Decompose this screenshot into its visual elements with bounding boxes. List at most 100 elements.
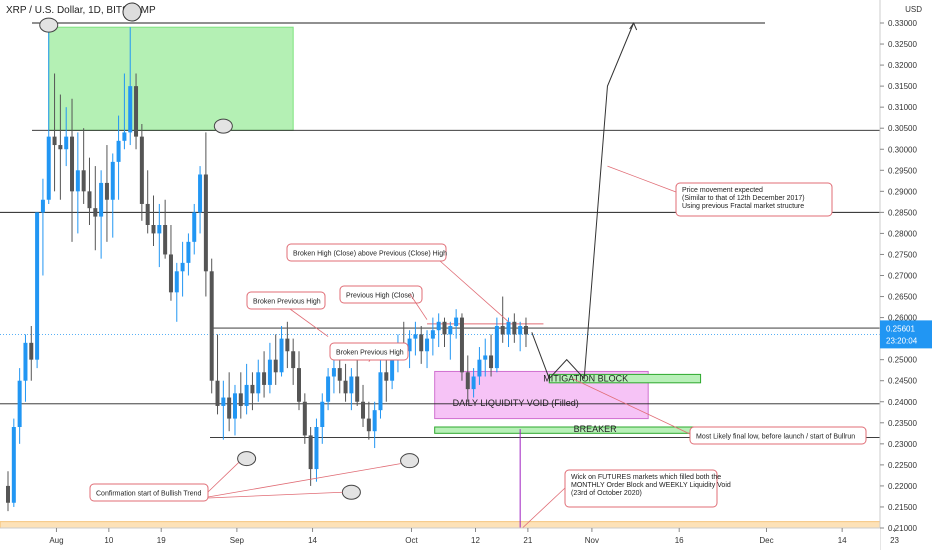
candle-body xyxy=(110,161,115,200)
candle-body xyxy=(81,170,86,192)
annotation-box xyxy=(339,285,423,304)
leader-line xyxy=(519,487,566,531)
annotation-box xyxy=(246,291,326,310)
currency-label: USD xyxy=(905,5,922,14)
y-tick-label: 0.24500 xyxy=(888,377,917,386)
leader-line xyxy=(207,462,239,493)
candle-body xyxy=(489,355,494,369)
candle-body xyxy=(17,380,22,427)
x-tick-label: 23 xyxy=(890,536,899,545)
annotation-box xyxy=(689,426,867,445)
price-tag-countdown: 23:20:04 xyxy=(886,336,918,345)
annotation-text: Most Likely final low, before launch / s… xyxy=(696,434,855,441)
candle-body xyxy=(331,368,336,377)
candle-body xyxy=(273,359,278,373)
candle-body xyxy=(221,397,226,406)
x-tick-label: 12 xyxy=(471,536,480,545)
candle-body xyxy=(494,326,499,369)
y-tick-label: 0.26000 xyxy=(888,314,917,323)
circle-marker xyxy=(341,484,361,500)
candle-body xyxy=(232,393,237,419)
candle-body xyxy=(52,136,57,146)
candle-body xyxy=(483,355,488,360)
candle-body xyxy=(407,338,412,352)
candle-body xyxy=(302,401,307,436)
y-tick-label: 0.22000 xyxy=(888,482,917,491)
annotation-text: Broken Previous High xyxy=(336,350,404,357)
leader-line xyxy=(439,260,509,323)
candle-body xyxy=(186,241,191,263)
candle-body xyxy=(192,212,197,242)
candle-body xyxy=(93,208,98,217)
mitigation-label: MITIGATION BLOCK xyxy=(543,374,628,384)
candle-body xyxy=(343,380,348,394)
candle-body xyxy=(203,174,208,272)
candle-body xyxy=(180,262,185,272)
annotation-text: (Similar to that of 12th December 2017) xyxy=(682,195,805,202)
candle-body xyxy=(11,427,16,503)
candle-body xyxy=(518,326,523,335)
circle-marker xyxy=(122,2,142,22)
candle-body xyxy=(139,136,144,204)
candle-body xyxy=(355,376,360,402)
annotation-text: Confirmation start of Bullish Trend xyxy=(96,491,202,498)
time-axis[interactable]: Aug 10 19 Sep 14 Oct 12 21 Nov 16 Dec 14 23 xyxy=(0,527,900,550)
chart-title: XRP / U.S. Dollar, 1D, BITSTAMP xyxy=(6,5,156,16)
y-tick-label: 0.23500 xyxy=(888,419,917,428)
candle-body xyxy=(361,401,366,419)
candle-body xyxy=(297,368,301,402)
y-tick-label: 0.23000 xyxy=(888,440,917,449)
y-tick-label: 0.30000 xyxy=(888,145,917,154)
circle-marker xyxy=(400,453,420,469)
candle-body xyxy=(99,182,104,217)
price-axis[interactable]: USD 0.33000 0.32500 0.32000 0.31500 0.31000 0… xyxy=(879,0,932,550)
leader-line xyxy=(572,378,691,435)
candle-series xyxy=(6,27,528,512)
x-tick-label: 21 xyxy=(523,536,532,545)
candle-body xyxy=(262,372,267,385)
candle-body xyxy=(471,376,476,390)
candle-body xyxy=(477,359,482,377)
y-tick-label: 0.31500 xyxy=(888,82,917,91)
candle-body xyxy=(349,376,354,394)
x-tick-label: 19 xyxy=(157,536,166,545)
y-tick-label: 0.30500 xyxy=(888,124,917,133)
candle-body xyxy=(523,326,528,335)
y-tick-label: 0.27500 xyxy=(888,250,917,259)
candle-body xyxy=(238,393,243,406)
candle-body xyxy=(168,254,173,293)
arrow-head-icon xyxy=(629,21,638,31)
price-tag xyxy=(880,320,932,349)
x-tick-label: Aug xyxy=(49,536,63,545)
candle-body xyxy=(75,170,80,192)
candle-body xyxy=(46,136,51,200)
candle-body xyxy=(430,330,435,339)
leader-line xyxy=(207,463,401,498)
annotation-text: Using previous Fractal market structure xyxy=(682,203,804,210)
x-tick-label: Oct xyxy=(405,536,418,545)
candle-body xyxy=(291,351,296,369)
candle-body xyxy=(87,191,92,209)
candle-body xyxy=(372,410,377,432)
y-tick-label: 0.32000 xyxy=(888,61,917,70)
candle-body xyxy=(250,384,255,394)
candle-body xyxy=(384,372,389,381)
y-tick-label: 0.33000 xyxy=(888,19,917,28)
candle-body xyxy=(419,334,424,352)
supply-zone xyxy=(48,26,294,131)
candle-body xyxy=(116,140,121,162)
candle-body xyxy=(413,334,418,339)
x-tick-label: 16 xyxy=(675,536,684,545)
candle-body xyxy=(448,326,453,335)
candle-body xyxy=(314,427,319,470)
candle-body xyxy=(122,132,127,141)
candle-body xyxy=(442,321,447,335)
x-tick-label: Sep xyxy=(230,536,245,545)
candle-body xyxy=(157,225,162,234)
annotation-box xyxy=(329,342,409,361)
annotation-text: Wick on FUTURES markets which filled bot… xyxy=(571,474,721,481)
candle-body xyxy=(267,359,272,385)
candle-body xyxy=(145,203,150,225)
x-tick-label: 14 xyxy=(308,536,317,545)
